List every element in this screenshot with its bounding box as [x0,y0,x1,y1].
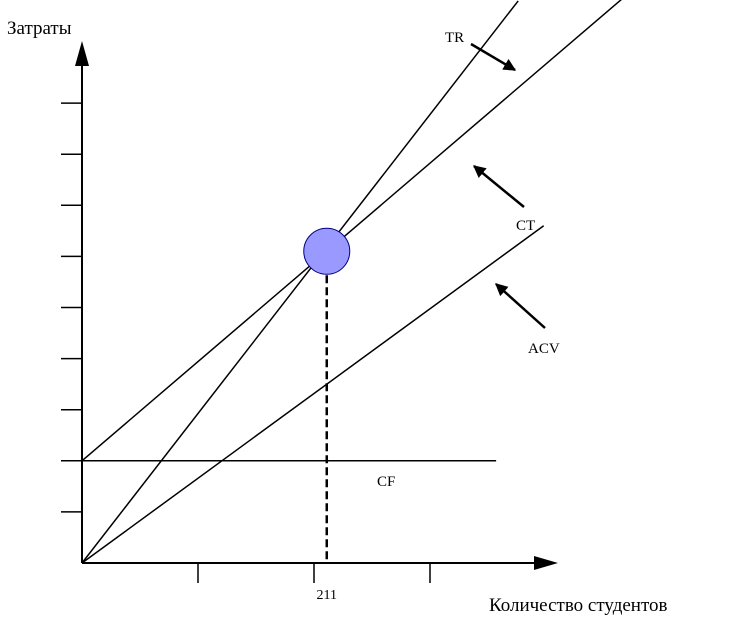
series-line-acv [81,225,545,564]
ct-annotation-arrow [473,165,525,208]
series-line-ct [81,0,622,462]
x-ticks [197,563,431,583]
annotation-cf: CF [377,474,395,490]
acv-annotation-arrow [495,283,546,329]
x-axis-arrow [534,556,558,570]
annotation-ct: CT [516,218,535,234]
y-ticks [61,102,82,513]
tr-annotation-arrow [470,42,517,72]
x-axis-title: Количество студентов [489,595,668,616]
annotation-acv: ACV [528,341,560,357]
x-tick-label-211: 211 [317,588,337,603]
annotation-tr: TR [445,30,464,46]
series-line-tr [81,0,519,564]
y-axis-title: Затраты [7,18,72,39]
break-even-point-marker [303,227,351,275]
y-axis-arrow [75,41,89,66]
